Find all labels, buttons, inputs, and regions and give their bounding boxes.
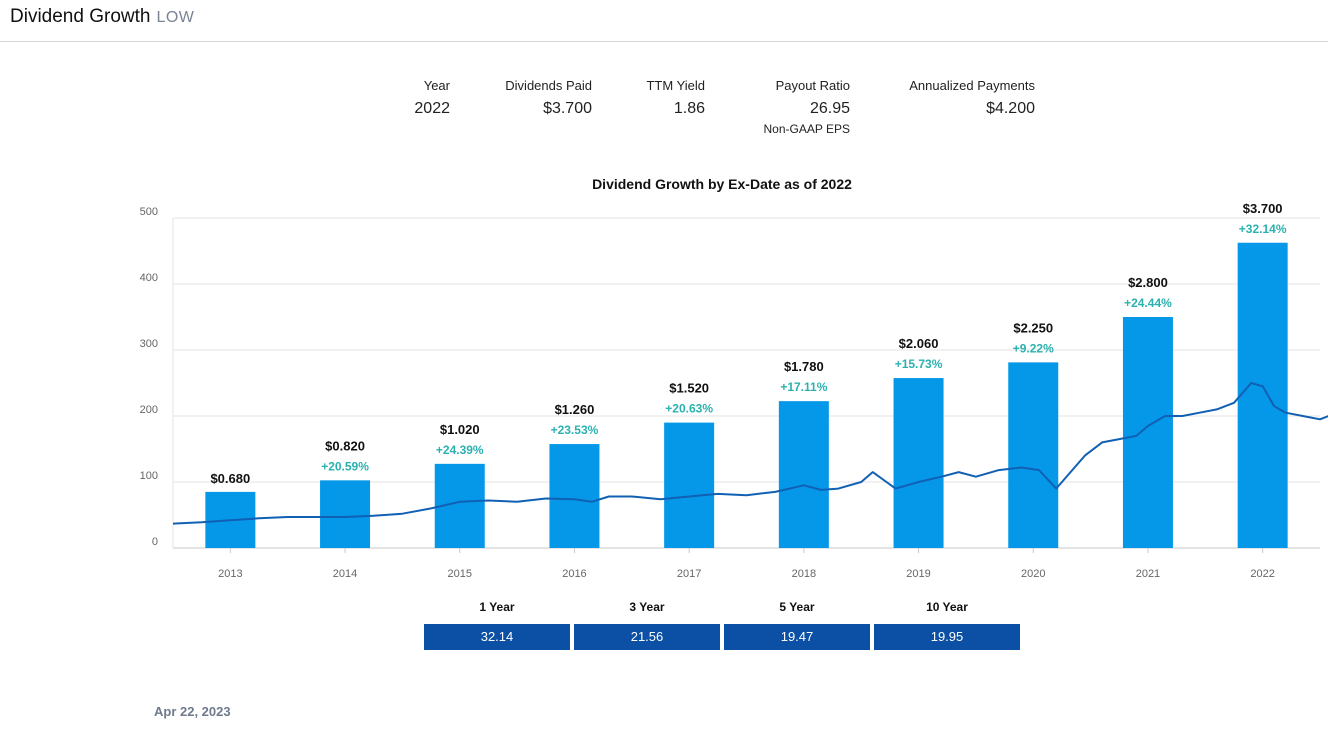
bar (1122, 317, 1173, 548)
bar-amount-label: $0.680 (210, 471, 250, 486)
y-tick-label: 100 (140, 470, 158, 482)
x-tick-label: 2016 (562, 568, 586, 580)
x-tick-label: 2020 (1021, 568, 1045, 580)
x-tick-label: 2014 (333, 568, 357, 580)
bar-amount-label: $1.020 (440, 422, 480, 437)
stat-year: Year 2022 (400, 78, 450, 118)
bar-growth-label: +20.63% (665, 402, 713, 416)
stat-value: $4.200 (986, 100, 1035, 117)
y-tick-label: 300 (140, 338, 158, 350)
bar-series (205, 242, 1288, 548)
x-tick-label: 2017 (677, 568, 701, 580)
stat-annualized-payments: Annualized Payments $4.200 (890, 78, 1035, 118)
stat-label: Year (423, 78, 450, 93)
x-tick-label: 2018 (792, 568, 816, 580)
bar (1237, 242, 1288, 548)
growth-value-1y: 32.14 (424, 624, 570, 650)
stat-payout-ratio: Payout Ratio 26.95 Non-GAAP EPS (740, 78, 850, 136)
growth-header-10y: 10 Year (926, 600, 968, 614)
growth-header-3y: 3 Year (629, 600, 665, 614)
stat-value: 1.86 (673, 100, 705, 117)
growth-value-10y: 19.95 (874, 624, 1020, 650)
bar (1008, 362, 1059, 548)
bar-growth-label: +23.53% (551, 423, 599, 437)
growth-header-5y: 5 Year (779, 600, 815, 614)
bar-amount-label: $2.250 (1013, 320, 1053, 335)
stat-value: $3.700 (543, 100, 592, 117)
price-line-series (172, 382, 1328, 525)
bar (549, 444, 600, 548)
bar-amount-label: $2.060 (899, 336, 939, 351)
price-line (172, 382, 1328, 525)
title-text: Dividend Growth (10, 6, 151, 27)
stat-label: Payout Ratio (775, 78, 850, 93)
stat-value: 26.95 (809, 100, 850, 117)
bar-amount-label: $1.260 (555, 402, 595, 417)
bar (893, 378, 944, 548)
bar-growth-label: +17.11% (780, 380, 827, 394)
y-axis: 0 100 200 300 400 500 (140, 206, 158, 548)
bar-amount-label: $1.520 (669, 381, 709, 396)
stat-value: 2022 (414, 100, 450, 117)
bar (320, 480, 371, 548)
page-header: Dividend Growth LOW (0, 0, 1328, 42)
y-tick-label: 200 (140, 404, 158, 416)
x-tick-label: 2015 (448, 568, 472, 580)
growth-header-1y: 1 Year (479, 600, 515, 614)
y-tick-label: 0 (152, 536, 158, 548)
bar-growth-label: +24.44% (1124, 296, 1172, 310)
stat-dividends-paid: Dividends Paid $3.700 (490, 78, 592, 118)
bar-amount-label: $2.800 (1128, 275, 1168, 290)
as-of-date: Apr 22, 2023 (154, 704, 231, 719)
y-tick-label: 400 (140, 272, 158, 284)
stat-label: Annualized Payments (909, 78, 1035, 93)
bar-amount-label: $1.780 (784, 359, 824, 374)
bar-growth-label: +9.22% (1013, 341, 1054, 355)
page-title: Dividend Growth LOW (10, 6, 194, 28)
bar-labels: $0.680 $0.820 +20.59% $1.020 +24.39% $1.260 +2… (210, 201, 1286, 486)
stat-ttm-yield: TTM Yield 1.86 (630, 78, 705, 118)
stat-subtext: Non-GAAP EPS (763, 122, 850, 136)
stat-label: TTM Yield (646, 78, 705, 93)
bar (778, 401, 829, 548)
bar-amount-label: $0.820 (325, 438, 365, 453)
x-tick-label: 2019 (906, 568, 930, 580)
x-tick-label: 2021 (1136, 568, 1160, 580)
bar-growth-label: +24.39% (436, 443, 484, 457)
bar-growth-label: +32.14% (1239, 222, 1287, 236)
growth-value-5y: 19.47 (724, 624, 870, 650)
ticker-symbol: LOW (156, 9, 195, 26)
chart-title: Dividend Growth by Ex-Date as of 2022 (592, 176, 852, 192)
bar-growth-label: +15.73% (895, 357, 943, 371)
x-tick-label: 2022 (1250, 568, 1274, 580)
bar-amount-label: $3.700 (1243, 201, 1283, 216)
bar-growth-label: +20.59% (321, 459, 369, 473)
x-tick-label: 2013 (218, 568, 242, 580)
x-axis: 2013 2014 2015 2016 2017 2018 2019 2020 2021 2022 (218, 548, 1275, 580)
bar (664, 422, 715, 548)
stat-label: Dividends Paid (505, 78, 592, 93)
growth-value-3y: 21.56 (574, 624, 720, 650)
dividend-growth-chart: Dividend Growth by Ex-Date as of 2022 0 1… (140, 176, 1328, 580)
y-tick-label: 500 (140, 206, 158, 218)
